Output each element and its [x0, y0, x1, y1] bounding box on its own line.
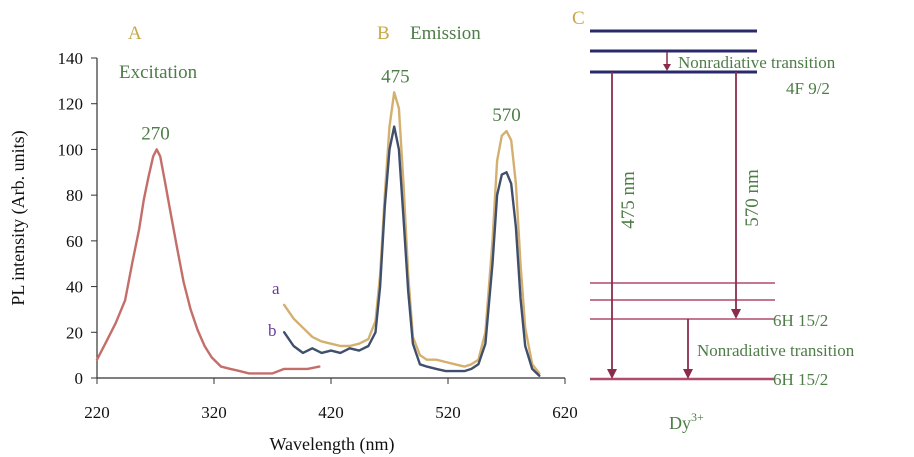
- y-tick-label: 120: [58, 95, 84, 114]
- panel-c-label: C: [572, 8, 585, 29]
- series-line-emission_a: [283, 91, 541, 375]
- nonradiative-arrow-bottom-head: [683, 369, 693, 379]
- y-tick-label: 40: [66, 278, 83, 297]
- level-bottom-label: 6H 15/2: [773, 370, 828, 389]
- x-ticks: 220 320 420 520 620: [84, 378, 578, 422]
- nonradiative-arrow-top-head: [663, 64, 671, 71]
- peak-label: 270: [141, 123, 170, 144]
- arrow-570-label: 570 nm: [742, 169, 763, 227]
- panel-b-label: B: [377, 23, 390, 44]
- curve-label-b: b: [268, 321, 277, 340]
- peak-label: 475: [381, 66, 410, 87]
- nonradiative-label-bottom: Nonradiative transition: [697, 341, 855, 360]
- x-tick-label: 420: [318, 403, 344, 422]
- y-tick-label: 60: [66, 232, 83, 251]
- y-tick-label: 80: [66, 186, 83, 205]
- curve-label-a: a: [272, 279, 280, 298]
- y-axis-title: PL intensity (Arb. units): [8, 130, 29, 305]
- panel-a-label: A: [128, 23, 142, 44]
- energy-level-diagram: Nonradiative transition 4F 9/2 475 nm 57…: [590, 29, 855, 433]
- upper-level-label: 4F 9/2: [786, 79, 830, 98]
- ion-label: Dy3+: [669, 410, 704, 433]
- ion-base: Dy: [669, 413, 691, 433]
- level-mid-label: 6H 15/2: [773, 311, 828, 330]
- series-layer: [95, 91, 541, 377]
- nonradiative-label-top: Nonradiative transition: [678, 53, 836, 72]
- x-tick-label: 320: [201, 403, 227, 422]
- arrow-475-label: 475 nm: [618, 171, 639, 229]
- y-tick-label: 140: [58, 49, 84, 68]
- y-ticks: 0 20 40 60 80 100 120 140: [58, 49, 97, 388]
- y-tick-label: 20: [66, 323, 83, 342]
- series-line-excitation: [95, 148, 321, 375]
- ion-superscript: 3+: [691, 410, 704, 424]
- peak-annotations: 270 475 570: [141, 66, 521, 144]
- arrow-570-head: [731, 309, 741, 319]
- x-tick-label: 220: [84, 403, 110, 422]
- y-tick-label: 0: [75, 369, 84, 388]
- panel-b-title: Emission: [410, 23, 481, 44]
- x-tick-label: 620: [552, 403, 578, 422]
- series-line-emission_b: [283, 125, 541, 377]
- panel-a-title: Excitation: [119, 62, 198, 83]
- x-axis-title: Wavelength (nm): [269, 434, 394, 455]
- arrow-475-head: [607, 369, 617, 379]
- peak-label: 570: [492, 105, 521, 126]
- x-tick-label: 520: [435, 403, 461, 422]
- y-tick-label: 100: [58, 140, 84, 159]
